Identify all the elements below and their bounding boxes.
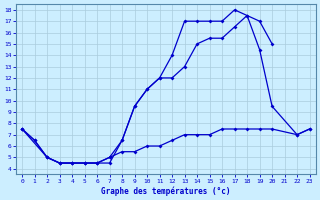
X-axis label: Graphe des températures (°c): Graphe des températures (°c): [101, 186, 231, 196]
